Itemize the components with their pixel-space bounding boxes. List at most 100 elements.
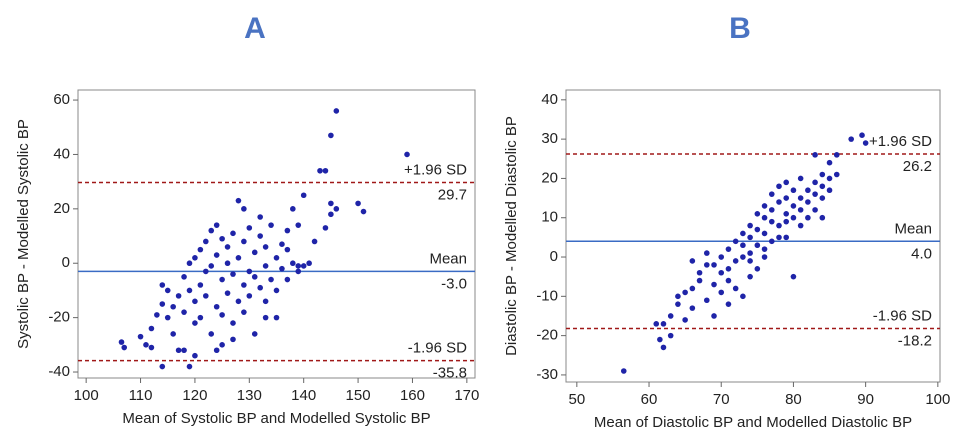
point: [224, 290, 231, 296]
point: [213, 222, 220, 228]
point: [175, 293, 182, 299]
point: [295, 268, 302, 275]
y-tick-label: -10: [536, 287, 558, 304]
x-tick-label: 80: [785, 391, 802, 408]
reference-name: -1.96 SD: [408, 340, 467, 357]
point: [660, 344, 667, 351]
point: [819, 214, 826, 221]
point: [667, 313, 674, 319]
point: [761, 230, 768, 237]
point: [164, 314, 171, 321]
x-tick-label: 160: [400, 387, 425, 404]
point: [300, 192, 307, 199]
point: [230, 230, 236, 237]
point: [732, 285, 739, 292]
point: [257, 233, 263, 239]
x-tick-label: 150: [346, 387, 371, 404]
point: [725, 301, 732, 307]
point: [118, 339, 125, 345]
point: [819, 183, 826, 190]
point: [833, 171, 840, 178]
point: [186, 363, 193, 370]
point: [740, 242, 746, 249]
point: [660, 321, 667, 327]
point: [284, 276, 291, 283]
point: [192, 320, 198, 326]
point: [279, 265, 285, 272]
reference-value: -18.2: [898, 333, 932, 350]
point: [711, 281, 717, 288]
x-tick-label: 100: [925, 391, 950, 408]
point: [696, 277, 703, 284]
point: [328, 132, 334, 139]
point: [783, 234, 790, 241]
reference-value: 4.0: [911, 245, 932, 262]
point: [137, 333, 144, 340]
point: [740, 254, 746, 260]
point: [768, 191, 775, 197]
point: [790, 203, 797, 209]
x-tick-label: 70: [713, 391, 730, 408]
reference-value: 29.7: [438, 186, 467, 203]
point: [322, 225, 329, 231]
point: [268, 222, 274, 228]
point: [219, 312, 225, 318]
point: [761, 246, 768, 252]
point: [862, 140, 869, 146]
point: [197, 314, 204, 321]
point: [208, 227, 215, 234]
point: [682, 317, 688, 323]
point: [170, 331, 176, 337]
point: [797, 222, 804, 229]
point: [246, 225, 253, 231]
point: [284, 246, 291, 253]
x-axis-label: Mean of Systolic BP and Modelled Systoli…: [122, 410, 430, 427]
point: [703, 262, 710, 268]
point: [768, 207, 775, 213]
point: [732, 258, 739, 264]
point: [776, 222, 782, 229]
point: [235, 298, 242, 305]
point: [805, 187, 811, 194]
point: [689, 258, 696, 264]
point: [262, 314, 269, 321]
y-tick-label: -20: [536, 327, 558, 344]
point: [747, 222, 753, 229]
point: [819, 171, 826, 178]
point: [761, 254, 768, 260]
point: [754, 210, 761, 217]
point: [203, 268, 209, 275]
point: [859, 132, 865, 138]
point: [747, 250, 753, 256]
point: [754, 242, 761, 249]
point: [241, 309, 247, 315]
point: [246, 293, 253, 299]
point: [747, 273, 753, 280]
y-tick-label: 40: [541, 91, 558, 108]
point: [783, 218, 790, 225]
reference-value: 26.2: [903, 158, 932, 175]
point: [833, 152, 840, 158]
point: [317, 167, 323, 174]
point: [826, 175, 833, 182]
point: [241, 282, 247, 288]
point: [262, 263, 269, 269]
point: [159, 301, 166, 307]
point: [213, 347, 220, 354]
point: [667, 332, 674, 339]
panel-title: A: [244, 12, 266, 45]
reference-name: Mean: [429, 250, 467, 267]
point: [682, 289, 688, 296]
point: [213, 303, 220, 310]
reference-value: -3.0: [441, 275, 467, 292]
point: [620, 368, 627, 374]
reference-name: -1.96 SD: [873, 308, 932, 325]
y-axis-label: Systolic BP - Modelled Systolic BP: [15, 119, 32, 349]
point: [170, 303, 176, 310]
point: [197, 282, 204, 288]
point: [747, 258, 753, 264]
reference-name: Mean: [894, 220, 932, 237]
x-tick-label: 60: [641, 391, 658, 408]
point: [154, 312, 160, 318]
point: [262, 298, 269, 305]
